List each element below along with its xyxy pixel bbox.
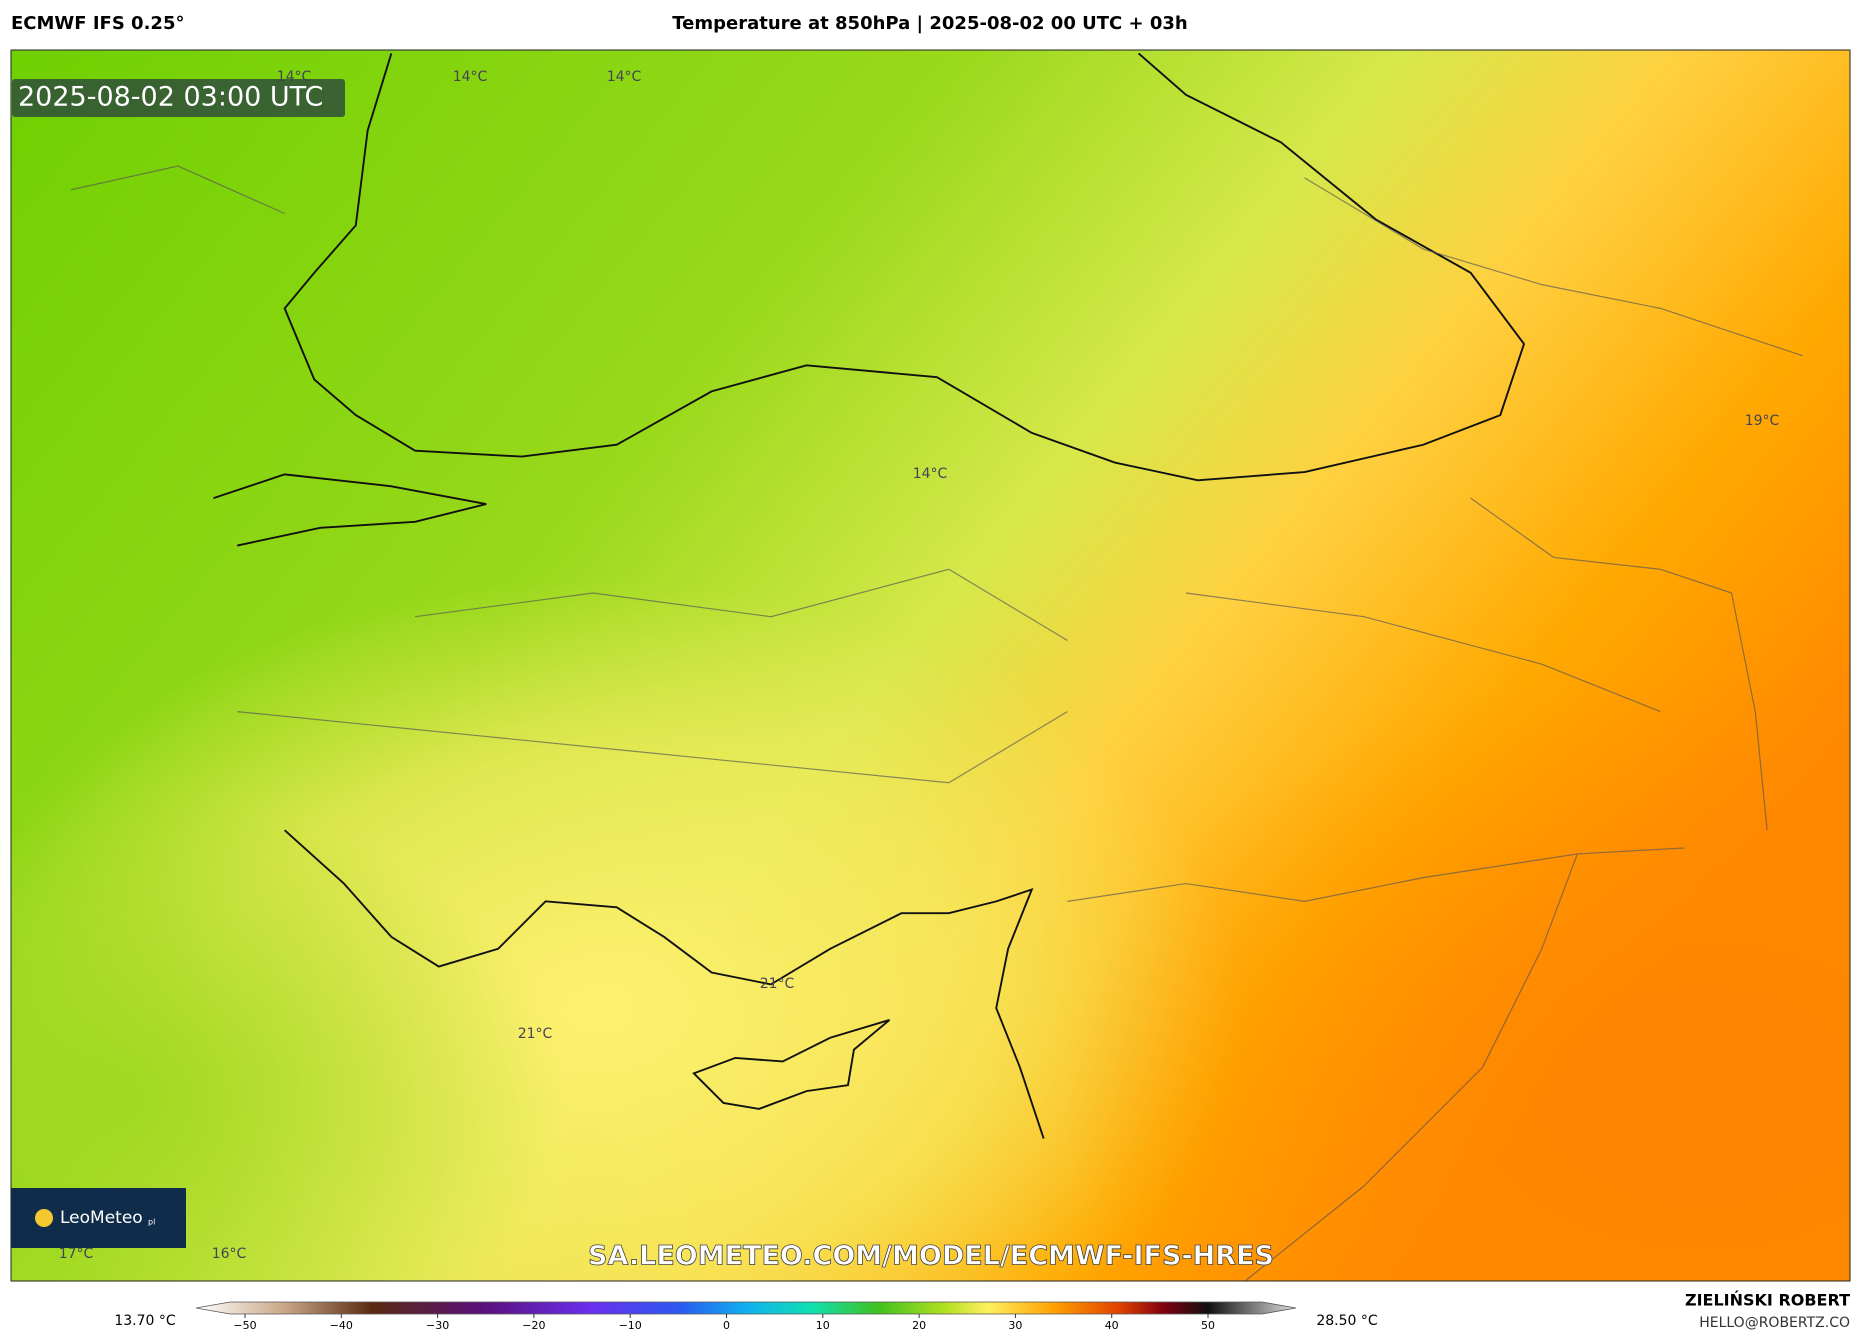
- map-title: Temperature at 850hPa | 2025-08-02 00 UT…: [672, 13, 1187, 34]
- colorbar: [195, 1301, 1297, 1315]
- tick-label: −30: [426, 1319, 449, 1332]
- temperature-field-hot: [11, 50, 1850, 1281]
- tick-label: −20: [522, 1319, 545, 1332]
- isotherm-label: 14°C: [607, 69, 642, 85]
- tick-label: 20: [912, 1319, 926, 1332]
- tick-label: −50: [233, 1319, 256, 1332]
- marmara: [213, 473, 487, 547]
- colorbar-ticks: −50 −40 −30 −20 −10 0 10 20 30 40 50: [233, 1314, 1215, 1332]
- map-frame: [10, 49, 1851, 1282]
- isotherm-label: 21°C: [518, 1026, 553, 1042]
- isotherm-label: 14°C: [913, 466, 948, 482]
- tick-label: −40: [330, 1319, 353, 1332]
- map-labels: 14°C 14°C 14°C14°C19°C21°C21°C17°C 16°C: [59, 69, 1780, 1262]
- cyprus: [692, 1019, 891, 1110]
- isotherm-label: 17°C: [59, 1246, 94, 1262]
- logo-sun: [35, 1209, 53, 1227]
- map: 14°C 14°C 14°C14°C19°C21°C21°C17°C 16°C 202…: [11, 50, 1850, 1281]
- turkey-south-coast: [284, 829, 1045, 1139]
- model-name: ECMWF IFS 0.25°: [11, 13, 184, 34]
- colorbar-min: 13.70 °C: [114, 1313, 176, 1329]
- isotherm-label: 19°C: [1745, 413, 1780, 429]
- isotherm-label: 16°C: [212, 1246, 247, 1262]
- tick-label: 30: [1008, 1319, 1022, 1332]
- tick-label: 0: [723, 1319, 730, 1332]
- tick-label: −10: [619, 1319, 642, 1332]
- isotherm-label: 14°C: [453, 69, 488, 85]
- tick-label: 40: [1105, 1319, 1119, 1332]
- timestamp: 2025-08-02 03:00 UTC: [18, 82, 323, 113]
- isotherm-label: 21°C: [760, 976, 795, 992]
- email: HELLO@ROBERTZ.CO: [1699, 1315, 1850, 1331]
- tick-label: 50: [1201, 1319, 1215, 1332]
- author: ZIELIŃSKI ROBERT: [1685, 1291, 1850, 1310]
- black-sea-coast: [283, 52, 1526, 482]
- logo-suffix: pl: [148, 1218, 155, 1227]
- logo-text: LeoMeteo: [60, 1208, 143, 1228]
- tick-label: 10: [816, 1319, 830, 1332]
- geography: [71, 52, 1803, 1281]
- borders: [71, 165, 1803, 1281]
- watermark: SA.LEOMETEO.COM/MODEL/ECMWF-IFS-HRES: [588, 1241, 1274, 1272]
- colorbar-max: 28.50 °C: [1316, 1313, 1378, 1329]
- timestamp-box: [12, 79, 345, 117]
